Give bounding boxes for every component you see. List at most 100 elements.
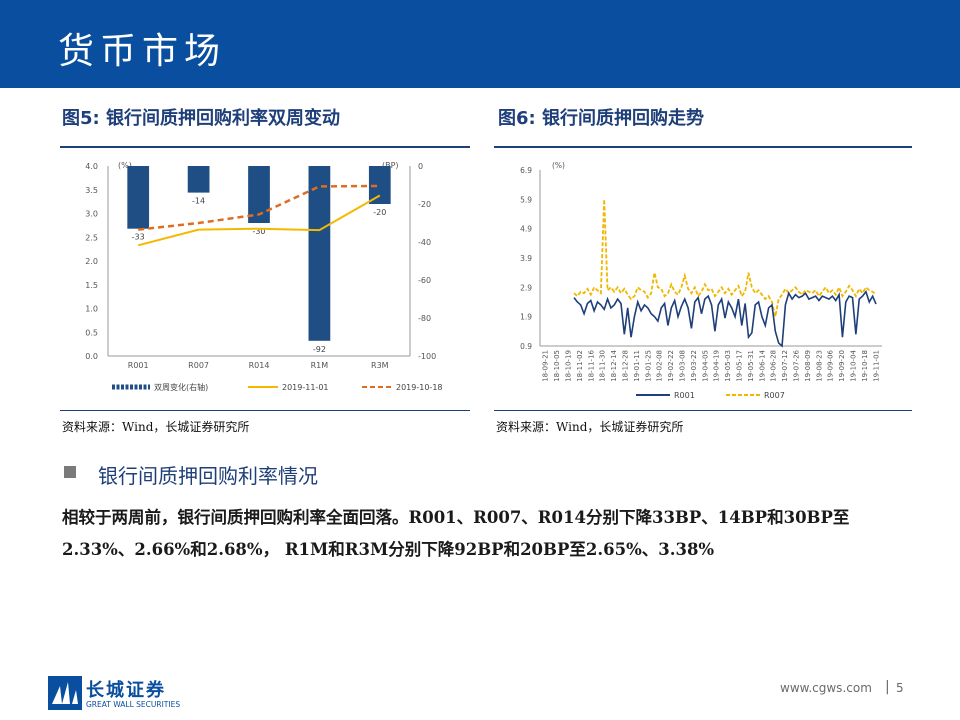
left-tick-label: 2.5 <box>85 233 98 242</box>
legend-label: 2019-11-01 <box>282 383 329 392</box>
x-tick-label: 18-10-05 <box>553 350 561 382</box>
x-tick-label: R1M <box>311 361 329 370</box>
x-tick-label: 18-10-19 <box>565 350 573 382</box>
left-tick-label: 3.5 <box>85 186 98 195</box>
x-tick-label: R001 <box>128 361 149 370</box>
x-tick-label: R3M <box>371 361 389 370</box>
line-series-2019-10-18 <box>138 184 380 231</box>
x-tick-label: 19-02-22 <box>667 350 675 382</box>
x-tick-label: 18-09-21 <box>542 350 550 382</box>
bar-value-label: -33 <box>132 233 145 242</box>
y-tick-label: 6.9 <box>520 166 532 175</box>
left-unit-label: (%) <box>118 161 132 170</box>
left-tick-label: 1.0 <box>85 305 98 314</box>
bar-r1m <box>308 166 331 341</box>
line-series-r001 <box>573 290 877 348</box>
bar-value-label: -14 <box>192 197 205 206</box>
x-tick-label: 19-03-22 <box>690 350 698 382</box>
x-tick-label: 19-07-26 <box>793 349 801 381</box>
page-number: 5 <box>896 681 904 695</box>
figure6-top-rule <box>494 146 912 148</box>
chart-repo-trend: 0.9 1.9 2.9 3.9 4.9 5.9 6.9 (%) 18-09-21 18-10-05… <box>520 161 882 400</box>
bar-r014 <box>248 166 270 223</box>
right-tick-label: -20 <box>418 200 431 209</box>
x-tick-label: 19-02-08 <box>656 350 664 382</box>
left-tick-label: 0.0 <box>85 352 98 361</box>
x-tick-label: 19-04-19 <box>713 350 721 382</box>
y-tick-label: 2.9 <box>520 283 532 292</box>
figure5-source: 资料来源：Wind，长城证券研究所 <box>62 420 250 434</box>
footer-brand-cn: 长城证券 <box>86 680 166 701</box>
left-tick-label: 0.5 <box>85 328 98 337</box>
y-unit-label: (%) <box>552 161 565 170</box>
right-tick-label: -40 <box>418 238 431 247</box>
line-series-r007 <box>573 199 877 317</box>
bar-value-label: -30 <box>252 227 265 236</box>
x-tick-label: 19-08-23 <box>815 350 823 382</box>
left-tick-label: 1.5 <box>85 281 98 290</box>
x-tick-label: 19-10-18 <box>861 350 869 382</box>
x-tick-label: 19-05-03 <box>724 350 732 382</box>
legend-label: 双周变化(右轴) <box>154 382 208 392</box>
page-title: 货币市场 <box>58 31 227 72</box>
x-tick-label: 19-06-14 <box>758 349 766 381</box>
section-title: 银行间质押回购利率情况 <box>98 464 318 488</box>
x-tick-label: 18-11-16 <box>587 349 595 381</box>
bar-value-label: -20 <box>373 208 386 217</box>
x-tick-label: 19-06-28 <box>770 350 778 382</box>
figure6-title: 图6: 银行间质押回购走势 <box>498 108 704 129</box>
bar-r001 <box>127 166 150 229</box>
x-tick-label: 18-12-14 <box>610 349 618 381</box>
figure6-source: 资料来源：Wind，长城证券研究所 <box>496 420 684 434</box>
right-tick-label: 0 <box>418 162 423 171</box>
y-tick-label: 4.9 <box>520 225 532 234</box>
right-unit-label: (BP) <box>382 161 399 170</box>
left-tick-label: 4.0 <box>85 162 98 171</box>
x-tick-label: 19-01-25 <box>644 350 652 382</box>
bar-r3m <box>368 166 391 204</box>
x-tick-label: R014 <box>249 361 270 370</box>
x-tick-label: 18-12-28 <box>622 350 630 382</box>
x-tick-label: 19-05-17 <box>736 350 744 382</box>
x-tick-label: 19-09-06 <box>827 349 835 381</box>
great-wall-logo-icon <box>48 676 82 710</box>
header-banner: 货币市场 <box>0 0 960 88</box>
x-tick-label: 18-11-02 <box>576 350 584 382</box>
x-tick-label: 18-11-30 <box>599 350 607 382</box>
right-tick-label: -80 <box>418 314 431 323</box>
x-tick-label: 19-10-04 <box>850 349 858 381</box>
footer-brand-en: GREAT WALL SECURITIES <box>86 700 181 709</box>
x-tick-label: 19-04-05 <box>701 350 709 382</box>
x-tick-label: 19-09-20 <box>838 350 846 382</box>
line-series-2019-11-01 <box>137 194 381 247</box>
left-tick-label: 2.0 <box>85 257 98 266</box>
x-tick-label: 19-07-12 <box>781 350 789 382</box>
figure6-bottom-rule <box>494 410 912 411</box>
figure5-bottom-rule <box>60 410 470 411</box>
y-tick-label: 1.9 <box>520 313 532 322</box>
y-tick-label: 0.9 <box>520 342 532 351</box>
x-tick-label: 19-08-09 <box>804 350 812 382</box>
section-bullet-icon <box>64 466 76 478</box>
legend-label: R001 <box>674 391 695 400</box>
legend-label: 2019-10-18 <box>396 383 443 392</box>
x-tick-label: R007 <box>188 361 209 370</box>
footer-url[interactable]: www.cgws.com <box>780 681 872 695</box>
y-tick-label: 3.9 <box>520 254 532 263</box>
figure5-title: 图5: 银行间质押回购利率双周变动 <box>62 108 340 129</box>
right-tick-label: -60 <box>418 276 431 285</box>
x-tick-label: 19-01-11 <box>633 350 641 382</box>
bar-value-label: -92 <box>313 345 326 354</box>
bar-r007 <box>187 166 210 193</box>
x-tick-label: 19-03-08 <box>679 350 687 382</box>
y-tick-label: 5.9 <box>520 195 532 204</box>
footer-separator: | <box>885 679 890 695</box>
section-body: 相较于两周前，银行间质押回购利率全面回落。R001、R007、R014分别下降3… <box>62 508 850 559</box>
legend-label: R007 <box>764 391 785 400</box>
left-tick-label: 3.0 <box>85 210 98 219</box>
x-tick-label: 19-11-01 <box>872 350 880 382</box>
figure5-top-rule <box>60 146 470 148</box>
chart-bp-change: 0.0 0.5 1.0 1.5 2.0 2.5 3.0 3.5 4.0 -100 -80 -60 -40… <box>85 161 443 392</box>
right-tick-label: -100 <box>418 352 436 361</box>
x-tick-label: 19-05-31 <box>747 350 755 382</box>
